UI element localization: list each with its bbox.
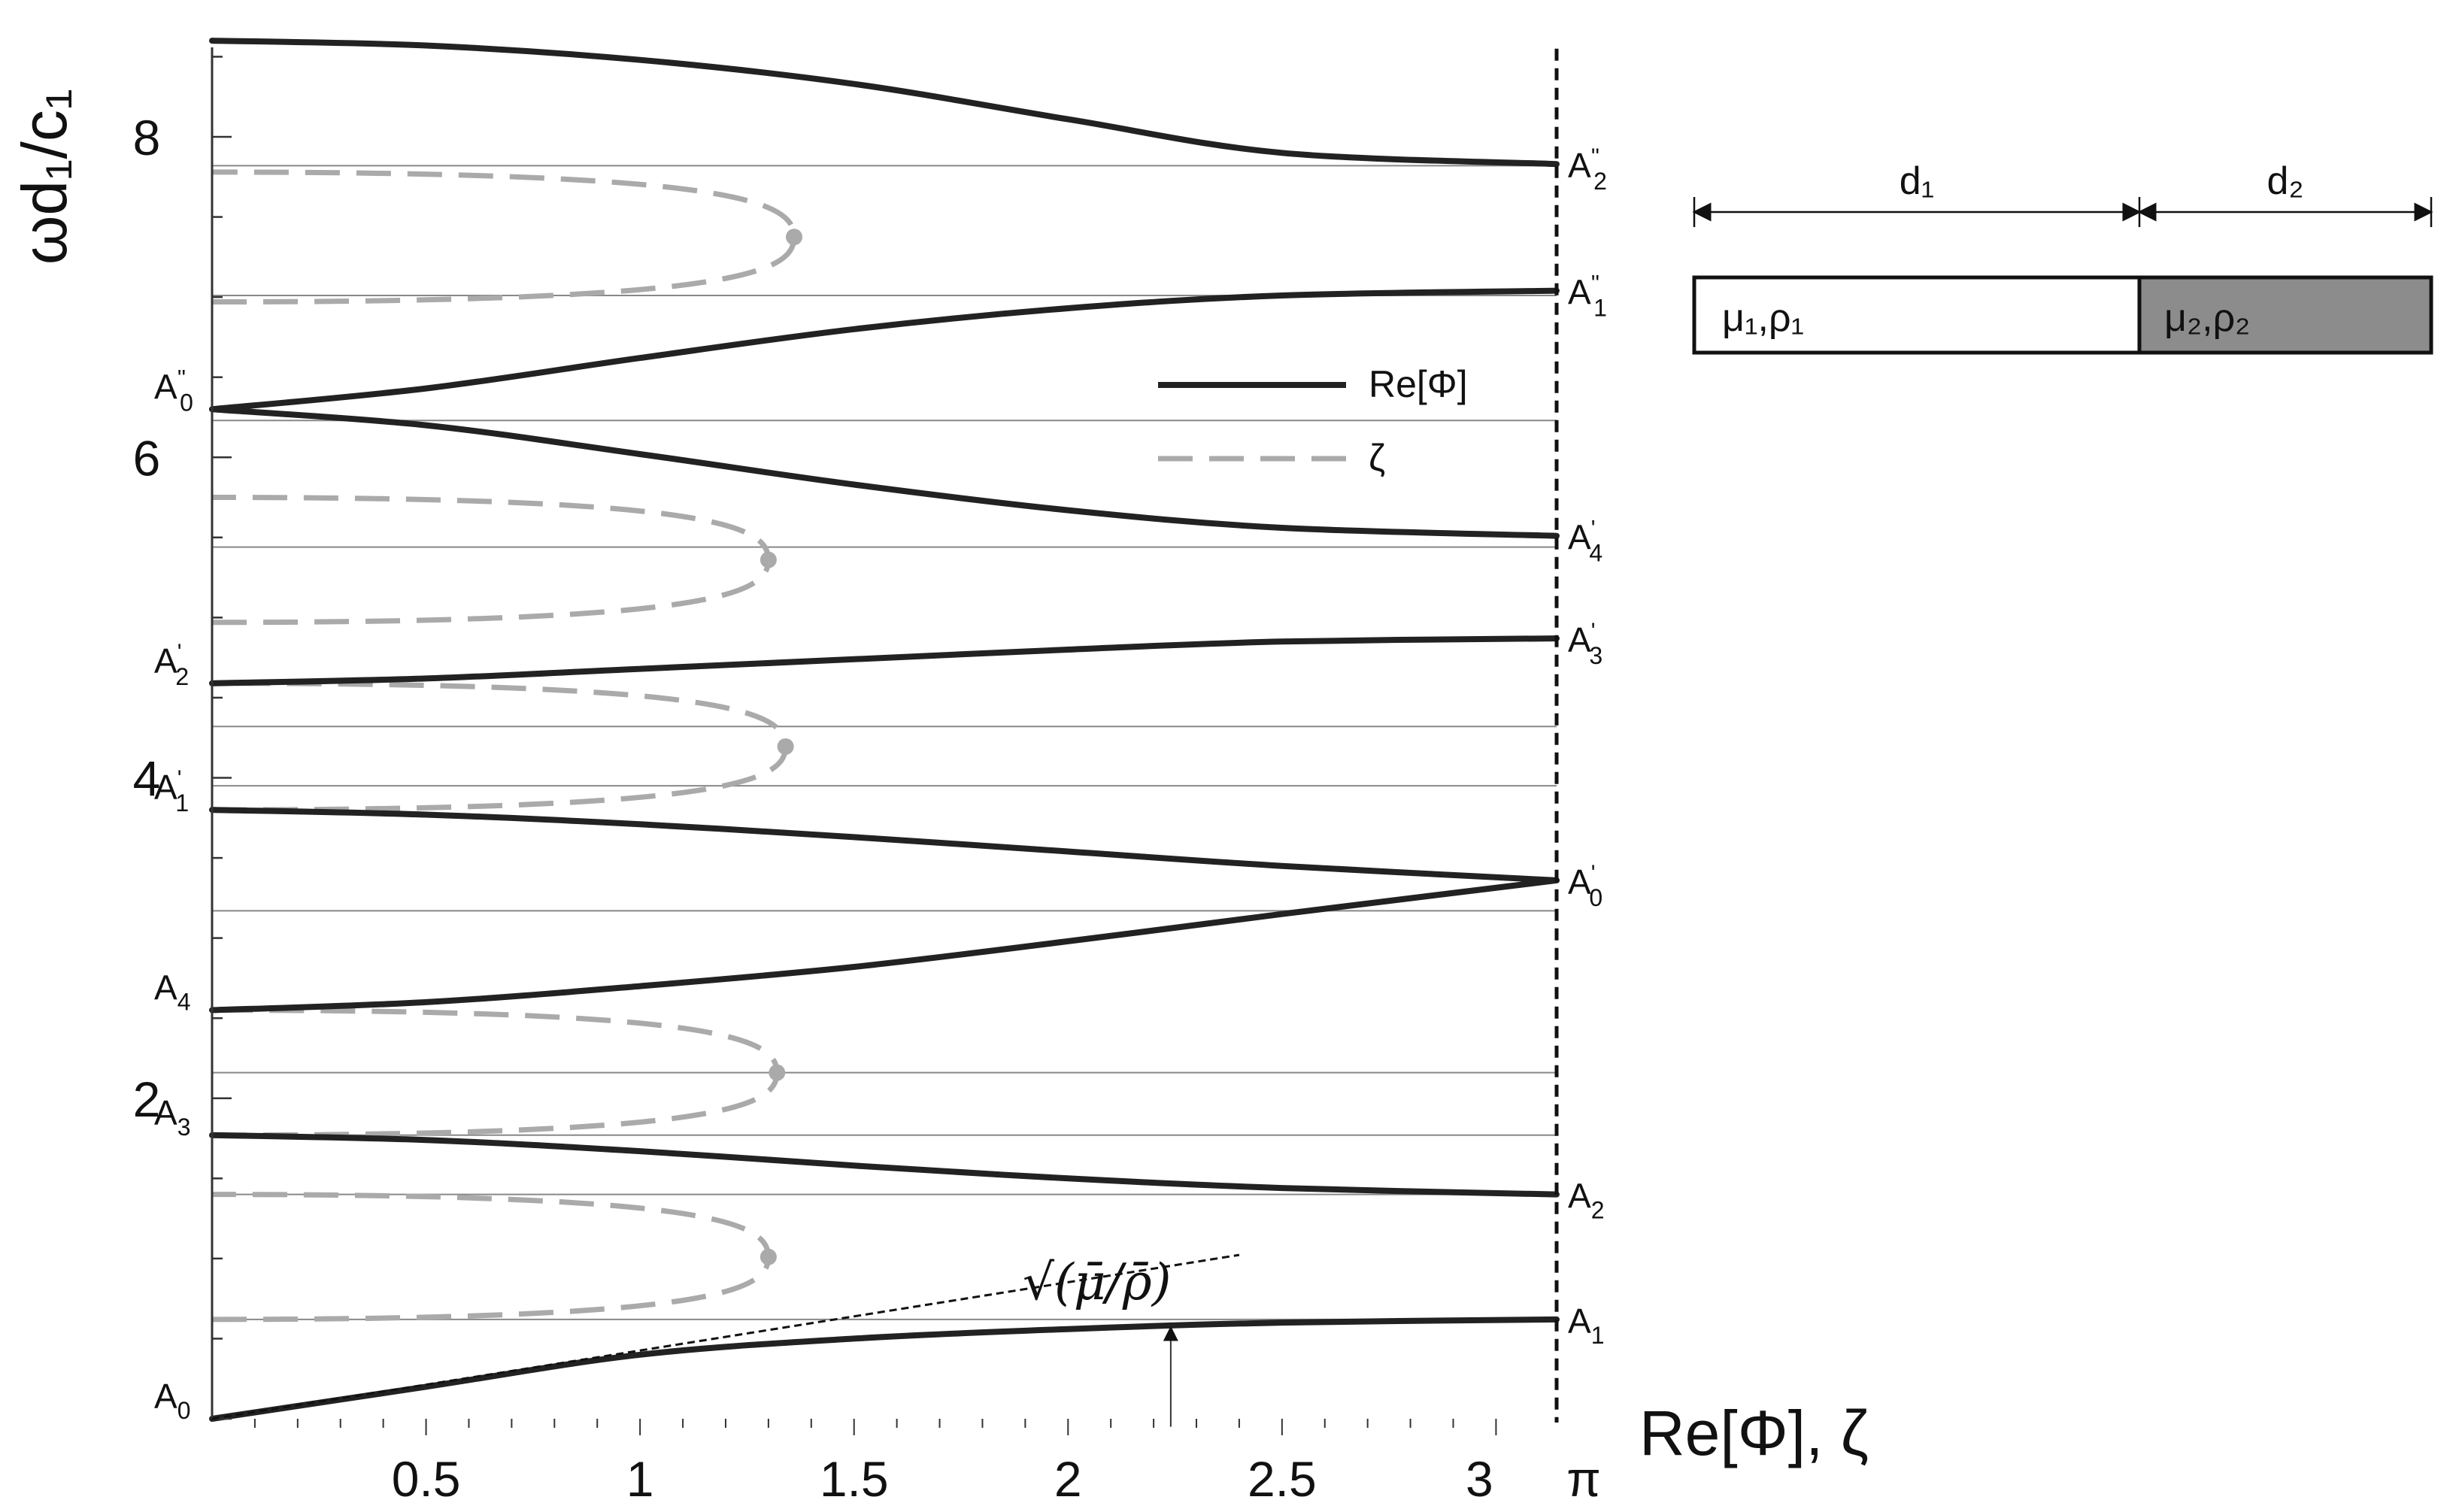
asymptote-label: √(μ̄/ρ̄) [1023, 1253, 1171, 1311]
y-axis-title: ωd₁/c₁ [9, 89, 80, 265]
zeta-max-point [769, 1064, 786, 1081]
y-tick-label: 6 [133, 430, 161, 486]
branch-point-labels: A0 A3 A4 A' 1 A' 2 A'' 0 A1 A2 A' 0 A' 3 A' 4 A'' 1 A'' 2 [154, 144, 1607, 1424]
legend-label-zeta: ζ [1369, 437, 1385, 479]
x-tick-label: π [1566, 1451, 1601, 1507]
branch-point-label: A2 [1568, 1177, 1604, 1224]
branch-point-label: A' 2 [154, 640, 189, 690]
branch-point-label: A' 3 [1568, 619, 1602, 669]
layer-2-label: μ₂,ρ₂ [2164, 296, 2250, 340]
y-axis-ticks: 2 4 6 8 [133, 56, 232, 1420]
branch-point-label: A'' 2 [1568, 144, 1607, 195]
re-phi-branch [209, 287, 1560, 413]
x-tick-label: 1 [626, 1451, 654, 1507]
branch-point-label: A' 0 [1568, 861, 1602, 911]
x-tick-label: 2.5 [1248, 1451, 1317, 1507]
branch-point-label: A0 [154, 1377, 190, 1424]
re-phi-curves [209, 38, 1560, 1422]
d1-label: d₁ [1900, 159, 1934, 203]
layer-inset-diagram: d₁ d₂ μ₁,ρ₁ μ₂,ρ₂ [1692, 159, 2433, 355]
re-phi-branch [209, 1316, 1560, 1422]
x-axis-title: Re[Φ], ζ [1639, 1398, 1869, 1468]
x-tick-label: 2 [1054, 1451, 1082, 1507]
re-phi-branch [209, 1132, 1560, 1198]
zeta-max-point [760, 1248, 777, 1265]
d2-label: d₂ [2266, 159, 2303, 203]
zeta-max-point [786, 229, 803, 246]
re-phi-branch [209, 38, 1560, 168]
zeta-curves [211, 169, 803, 1323]
re-phi-branch [209, 406, 1560, 539]
y-tick-label: 2 [133, 1071, 161, 1127]
branch-point-label: A1 [1568, 1301, 1604, 1349]
branch-point-label: A' 1 [154, 766, 189, 817]
asymptote-line [211, 1253, 1240, 1420]
zeta-max-point [777, 738, 794, 755]
x-tick-label: 0.5 [392, 1451, 461, 1507]
re-phi-branch [209, 877, 1560, 1014]
band-edge-lines [212, 165, 1557, 1320]
x-tick-label: 1.5 [820, 1451, 889, 1507]
legend: Re[Φ] ζ [1158, 363, 1468, 479]
zeta-curve [211, 1192, 772, 1323]
re-phi-branch [209, 635, 1560, 686]
x-tick-label: 3 [1466, 1451, 1493, 1507]
zeta-curve [211, 495, 772, 626]
branch-point-label: A3 [154, 1093, 190, 1141]
layer-2 [2137, 275, 2433, 355]
y-tick-label: 8 [133, 110, 161, 165]
layer-1-label: μ₁,ρ₁ [1722, 296, 1804, 340]
branch-point-label: A'' 0 [154, 365, 193, 416]
x-axis-ticks: 0.5 1 1.5 2 2.5 3 π [253, 1419, 1601, 1507]
zeta-curve [211, 680, 789, 813]
branch-point-label: A4 [154, 968, 190, 1016]
legend-label-re-phi: Re[Φ] [1369, 363, 1468, 405]
zeta-curve [211, 169, 797, 305]
asymptote-annotation: √(μ̄/ρ̄) [211, 1253, 1240, 1427]
branch-point-label: A' 4 [1568, 517, 1602, 567]
y-tick-label: 4 [133, 751, 161, 807]
branch-point-label: A'' 1 [1568, 271, 1607, 322]
re-phi-branch [209, 807, 1560, 883]
zeta-max-point [760, 551, 777, 568]
